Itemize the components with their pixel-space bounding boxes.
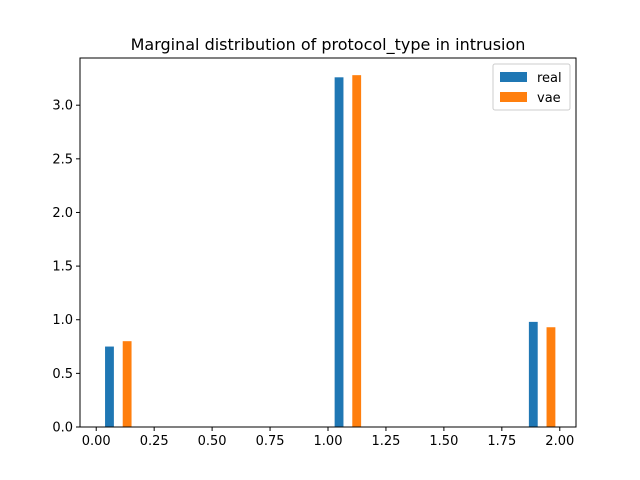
- x-tick-label: 0.25: [140, 434, 169, 449]
- y-tick-label: 1.5: [52, 260, 73, 275]
- y-tick-label: 0.0: [52, 421, 73, 436]
- legend-swatch-vae: [500, 92, 527, 102]
- y-tick-label: 1.0: [52, 313, 73, 328]
- bar-vae-0: [122, 341, 132, 427]
- x-tick-label: 0.50: [198, 434, 227, 449]
- y-tick-label: 0.5: [52, 367, 73, 382]
- bar-real-1: [334, 77, 344, 427]
- y-tick-label: 2.5: [52, 152, 73, 167]
- legend-label-vae: vae: [537, 91, 561, 106]
- x-tick-label: 1.50: [429, 434, 458, 449]
- x-tick-label: 1.25: [371, 434, 400, 449]
- x-tick-label: 0.75: [256, 434, 285, 449]
- x-axis: 0.00 0.25 0.50 0.75 1.00 1.25 1.50 1.75 2.00: [82, 427, 574, 449]
- legend-label-real: real: [537, 71, 562, 86]
- legend: real vae: [492, 63, 571, 111]
- y-axis: 0.0 0.5 1.0 1.5 2.0 2.5 3.0: [52, 99, 80, 436]
- bar-vae-1: [352, 75, 362, 428]
- x-tick-label: 2.00: [545, 434, 574, 449]
- bar-real-2: [528, 321, 538, 427]
- x-tick-label: 0.00: [82, 434, 111, 449]
- bar-vae-2: [546, 327, 556, 427]
- legend-swatch-real: [500, 72, 527, 82]
- x-tick-label: 1.75: [487, 434, 516, 449]
- x-tick-label: 1.00: [314, 434, 343, 449]
- bar-real-0: [105, 346, 114, 427]
- plot-frame: [79, 57, 577, 428]
- y-tick-label: 3.0: [52, 99, 73, 114]
- chart-title: Marginal distribution of protocol_type i…: [131, 35, 526, 55]
- y-tick-label: 2.0: [52, 206, 73, 221]
- bars-group: [105, 75, 556, 428]
